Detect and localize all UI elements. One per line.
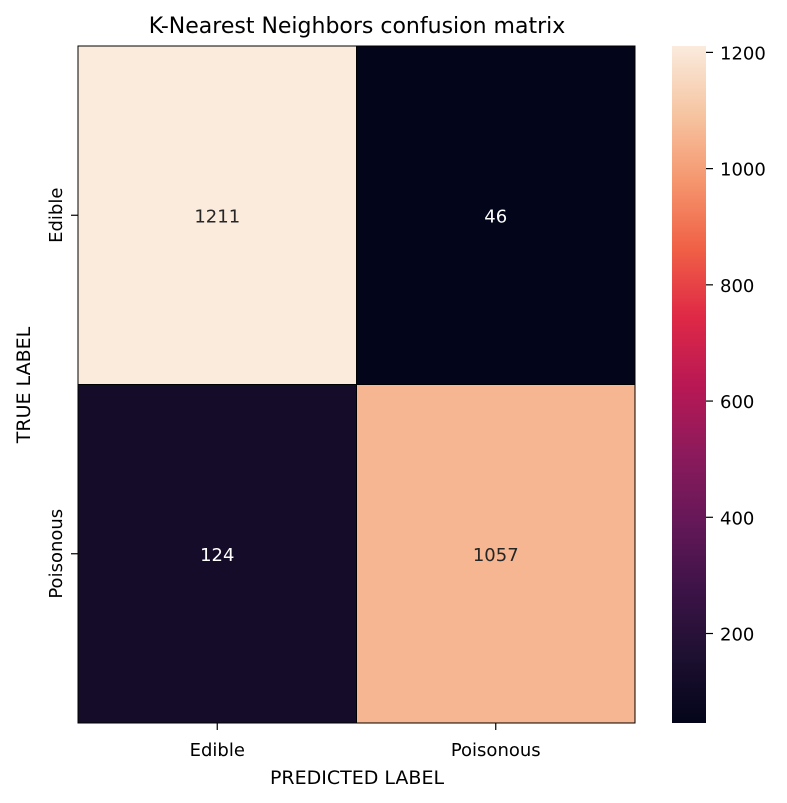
x-axis-label: PREDICTED LABEL <box>270 767 445 789</box>
heatmap-cell <box>77 384 357 724</box>
colorbar-ticks: 200 400 600 800 1000 1200 <box>706 43 766 646</box>
heatmap-cell <box>356 384 636 724</box>
colorbar-tick-label: 1200 <box>720 43 766 64</box>
colorbar <box>672 46 706 723</box>
x-tick-label: Poisonous <box>451 740 541 761</box>
y-axis-ticks: Edible Poisonous <box>46 188 78 599</box>
heatmap-cell-labels: 1211 46 124 1057 <box>194 206 518 566</box>
cell-value-label: 46 <box>484 206 507 227</box>
colorbar-tick-label: 800 <box>720 276 754 297</box>
y-tick-label: Edible <box>46 188 67 243</box>
chart-title: K-Nearest Neighbors confusion matrix <box>149 14 566 39</box>
cell-value-label: 1211 <box>194 206 240 227</box>
x-tick-label: Edible <box>190 740 245 761</box>
colorbar-tick-label: 1000 <box>720 160 766 181</box>
y-axis-label: TRUE LABEL <box>13 326 35 444</box>
colorbar-tick-label: 200 <box>720 625 754 646</box>
cell-value-label: 124 <box>200 545 234 566</box>
colorbar-tick-label: 600 <box>720 392 754 413</box>
heatmap-cell <box>77 45 357 385</box>
heatmap-cells <box>77 45 636 724</box>
heatmap-cell <box>356 45 636 385</box>
colorbar-tick-label: 400 <box>720 508 754 529</box>
y-tick-label: Poisonous <box>46 509 67 599</box>
cell-value-label: 1057 <box>473 545 519 566</box>
x-axis-ticks: Edible Poisonous <box>190 723 541 761</box>
